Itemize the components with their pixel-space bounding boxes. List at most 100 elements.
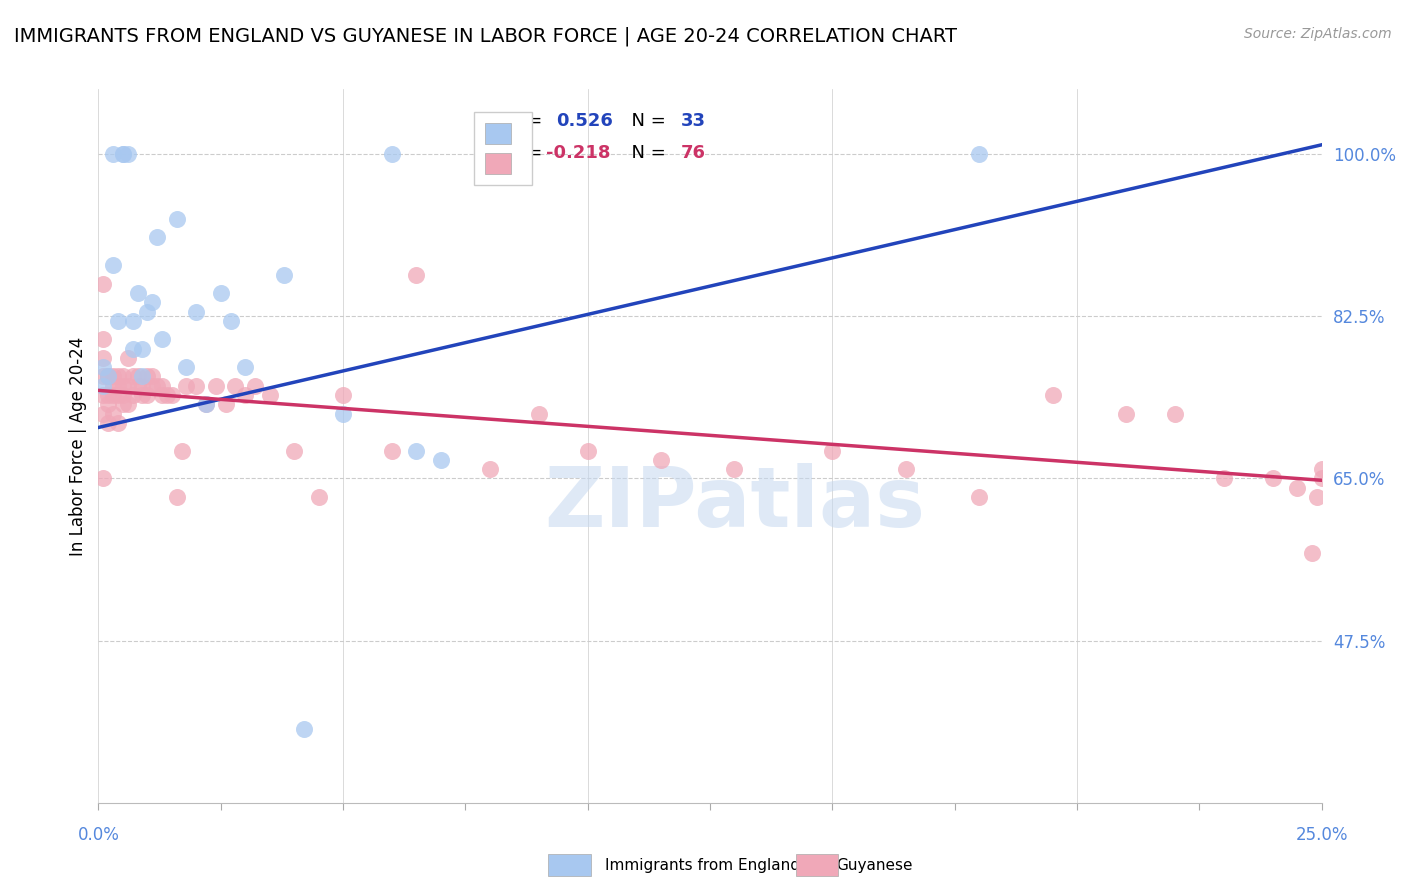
Point	[91, 369, 114, 384]
Point	[224, 378, 246, 392]
Point	[101, 407, 124, 421]
Point	[111, 147, 134, 161]
Point	[150, 378, 173, 392]
Point	[101, 147, 124, 161]
Point	[166, 211, 188, 226]
Point	[91, 360, 114, 375]
Point	[259, 388, 281, 402]
Point	[243, 378, 266, 392]
Point	[127, 378, 149, 392]
Point	[576, 443, 599, 458]
Point	[381, 147, 404, 161]
Point	[1261, 471, 1284, 485]
Legend: , : ,	[474, 112, 533, 185]
Point	[136, 304, 159, 318]
Point	[1310, 462, 1333, 476]
Text: 33: 33	[681, 112, 706, 130]
Point	[1286, 481, 1309, 495]
Text: 0.526: 0.526	[555, 112, 613, 130]
Point	[209, 286, 232, 301]
Point	[405, 268, 427, 282]
Y-axis label: In Labor Force | Age 20-24: In Labor Force | Age 20-24	[69, 336, 87, 556]
Point	[283, 443, 305, 458]
Point	[308, 490, 330, 504]
Point	[186, 304, 208, 318]
Point	[91, 333, 114, 347]
Point	[233, 360, 256, 375]
Point	[156, 388, 179, 402]
Point	[430, 453, 453, 467]
Point	[136, 388, 159, 402]
Point	[97, 369, 120, 384]
Point	[233, 388, 256, 402]
Text: R =: R =	[509, 145, 548, 162]
Point	[101, 369, 124, 384]
Point	[292, 722, 315, 736]
Point	[214, 397, 236, 411]
Point	[111, 147, 134, 161]
Text: 76: 76	[681, 145, 706, 162]
Point	[1306, 490, 1329, 504]
Point	[141, 378, 163, 392]
Point	[150, 388, 173, 402]
Point	[111, 378, 134, 392]
Point	[405, 443, 427, 458]
Point	[101, 378, 124, 392]
Point	[117, 378, 139, 392]
Point	[967, 490, 990, 504]
Point	[166, 490, 188, 504]
Point	[150, 333, 173, 347]
Point	[1301, 545, 1323, 559]
Point	[967, 147, 990, 161]
Point	[91, 407, 114, 421]
Point	[821, 443, 844, 458]
Point	[101, 258, 124, 272]
Point	[219, 314, 242, 328]
Point	[131, 342, 153, 356]
Point	[1042, 388, 1064, 402]
Point	[146, 230, 169, 244]
Point	[97, 416, 120, 430]
Point	[332, 388, 354, 402]
Point	[127, 369, 149, 384]
Point	[478, 462, 501, 476]
Point	[176, 378, 198, 392]
Point	[176, 360, 198, 375]
Text: Source: ZipAtlas.com: Source: ZipAtlas.com	[1244, 27, 1392, 41]
Point	[91, 471, 114, 485]
Point	[894, 462, 917, 476]
Point	[170, 443, 193, 458]
Point	[111, 397, 134, 411]
Text: 0.0%: 0.0%	[77, 826, 120, 844]
Point	[195, 397, 218, 411]
Point	[332, 407, 354, 421]
Point	[111, 369, 134, 384]
Point	[121, 388, 143, 402]
Point	[107, 314, 129, 328]
Point	[141, 369, 163, 384]
Point	[131, 378, 153, 392]
Point	[527, 407, 550, 421]
Point	[195, 397, 218, 411]
Point	[111, 388, 134, 402]
Point	[160, 388, 183, 402]
Text: Guyanese: Guyanese	[837, 858, 912, 872]
Point	[1115, 407, 1137, 421]
Point	[1164, 407, 1187, 421]
Text: ZIPatlas: ZIPatlas	[544, 463, 925, 543]
Point	[121, 369, 143, 384]
Point	[121, 342, 143, 356]
Point	[91, 388, 114, 402]
Point	[186, 378, 208, 392]
Point	[91, 351, 114, 365]
Point	[117, 147, 139, 161]
Point	[723, 462, 745, 476]
Point	[381, 443, 404, 458]
Point	[101, 388, 124, 402]
Point	[107, 369, 129, 384]
Point	[146, 378, 169, 392]
Text: Immigrants from England: Immigrants from England	[605, 858, 800, 872]
Point	[136, 369, 159, 384]
Point	[478, 147, 501, 161]
Text: N =: N =	[620, 112, 671, 130]
